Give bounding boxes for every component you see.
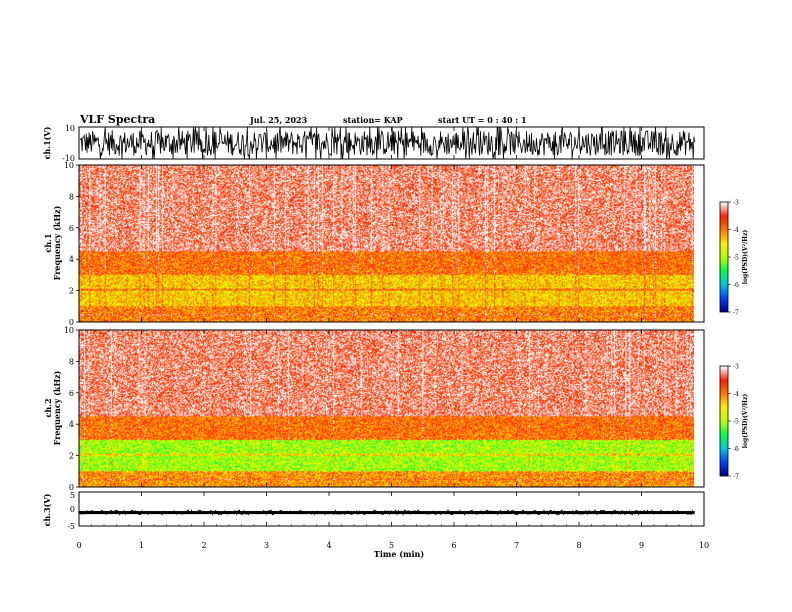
time-tick-label: 8 <box>576 541 581 550</box>
freq-tick-label: 4 <box>69 420 74 429</box>
time-tick-label: 3 <box>264 541 269 550</box>
freq-tick-label: 6 <box>69 224 74 233</box>
ch3-ytick-5: 5 <box>70 491 75 500</box>
ch3-ytick-minus5: -5 <box>67 522 75 531</box>
ch1-colorbar-gradient <box>720 202 728 312</box>
ch1-spectrogram-panel: 0 2 4 6 8 10 ch.1 Frequency (kHz) <box>43 161 705 327</box>
time-tick-label: 7 <box>514 541 519 550</box>
time-tick-label: 10 <box>699 541 709 550</box>
ch1-colorbar-label: log(PSD)(V²/Hz) <box>742 230 749 285</box>
colorbar-tick-label: -5 <box>733 419 739 426</box>
ch1-waveform-line <box>79 126 695 160</box>
time-tick-label: 0 <box>76 541 81 550</box>
time-tick-label: 1 <box>139 541 144 550</box>
ch2-spectrogram-ylabel-channel: ch.2 <box>43 398 53 417</box>
ch1-spectrogram-image <box>79 165 694 322</box>
ch2-colorbar-gradient <box>720 366 728 476</box>
freq-tick-label: 8 <box>69 357 74 366</box>
start-time-label: start UT = 0 : 40 : 1 <box>438 115 527 125</box>
freq-tick-label: 2 <box>69 452 74 461</box>
freq-tick-label: 6 <box>69 389 74 398</box>
time-tick-label: 2 <box>201 541 206 550</box>
ch1-waveform-ylabel: ch.1(V) <box>42 126 52 159</box>
freq-tick-label: 4 <box>69 255 74 264</box>
ch1-spectrogram-ylabel: Frequency (kHz) <box>52 205 62 280</box>
ch3-ytick-0: 0 <box>70 505 75 514</box>
ch3-waveform-line <box>78 509 695 516</box>
freq-tick-label: 10 <box>64 326 74 335</box>
colorbar-tick-label: -3 <box>733 364 739 371</box>
freq-tick-label: 2 <box>69 287 74 296</box>
freq-tick-label: 0 <box>69 483 74 492</box>
ch1-spectrogram-ylabel-channel: ch.1 <box>43 233 53 252</box>
ch3-waveform-ylabel: ch.3(V) <box>42 493 52 526</box>
time-axis-label: Time (min) <box>374 549 424 559</box>
freq-tick-label: 0 <box>69 318 74 327</box>
date-label: Jul. 25, 2023 <box>249 115 308 125</box>
ch2-spectrogram-ylabel: Frequency (kHz) <box>52 370 62 445</box>
station-label: station= KAP <box>343 115 403 125</box>
colorbar-tick-label: -4 <box>733 227 739 234</box>
time-tick-label: 5 <box>389 541 394 550</box>
time-axis: 0 1 2 3 4 5 6 7 8 9 10 <box>76 127 709 550</box>
ch2-colorbar: log(PSD)(V²/Hz) -3 -4 -5 -6 -7 <box>719 364 749 481</box>
ch1-ytick-bottom: -10 <box>62 154 75 163</box>
time-tick-label: 6 <box>451 541 456 550</box>
ch3-waveform-frame <box>78 491 705 527</box>
figure-title: VLF Spectra <box>79 113 155 126</box>
colorbar-tick-label: -7 <box>733 474 739 481</box>
colorbar-tick-label: -4 <box>733 391 739 398</box>
ch2-colorbar-label: log(PSD)(V²/Hz) <box>742 394 749 449</box>
freq-tick-label: 8 <box>69 192 74 201</box>
ch2-spectrogram-panel: 0 2 4 6 8 10 ch.2 Frequency (kHz) <box>43 326 705 492</box>
colorbar-tick-label: -7 <box>733 310 739 317</box>
colorbar-tick-label: -5 <box>733 255 739 262</box>
time-tick-label: 4 <box>326 541 331 550</box>
colorbar-tick-label: -6 <box>733 446 739 453</box>
ch1-colorbar: log(PSD)(V²/Hz) -3 -4 -5 -6 -7 <box>719 200 749 317</box>
time-tick-label: 9 <box>639 541 644 550</box>
colorbar-tick-label: -3 <box>733 200 739 207</box>
ch2-spectrogram-image <box>79 330 694 487</box>
ch1-ytick-top: 10 <box>65 124 75 133</box>
freq-tick-label: 10 <box>64 161 74 170</box>
colorbar-tick-label: -6 <box>733 282 739 289</box>
